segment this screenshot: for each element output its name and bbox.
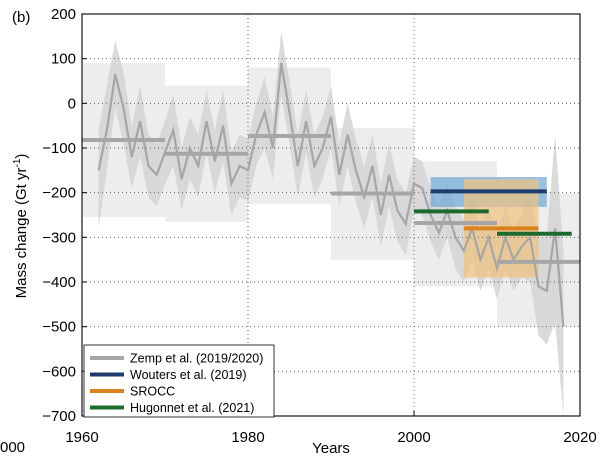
- y-axis-title-unit-exponent: -1: [12, 158, 23, 167]
- y-tick-label--500: −500: [42, 319, 76, 336]
- legend-label-2: SROCC: [130, 385, 175, 399]
- panel-label: (b): [12, 9, 30, 26]
- x-axis-title: Years: [312, 440, 350, 457]
- y-tick-label-200: 200: [51, 6, 76, 23]
- tick-labels: 200 100 0 −100 −200 −300 −400 −500 −600 −700 1960 1…: [42, 6, 596, 446]
- y-tick-label--600: −600: [42, 363, 76, 380]
- x-tick-label-2020: 2020: [563, 429, 596, 446]
- y-tick-label--200: −200: [42, 185, 76, 202]
- y-tick-label--100: −100: [42, 140, 76, 157]
- x-tick-label-1980: 1980: [231, 429, 264, 446]
- legend-label-3: Hugonnet et al. (2021): [130, 401, 254, 415]
- x-tick-label-1960: 1960: [65, 429, 98, 446]
- y-axis-title: Mass change (Gt yr-1): [12, 154, 30, 299]
- x-tick-label-2000: 2000: [397, 429, 430, 446]
- y-tick-label--400: −400: [42, 274, 76, 291]
- y-axis-title-close: ): [13, 154, 30, 159]
- annual-series-line: [97, 62, 565, 327]
- y-tick-label--300: −300: [42, 229, 76, 246]
- y-tick-label-0: 0: [68, 95, 76, 112]
- legend-label-0: Zemp et al. (2019/2020): [130, 352, 263, 366]
- series-lines: [82, 62, 580, 327]
- left-edge-tick-label: 000: [0, 439, 25, 456]
- legend: Zemp et al. (2019/2020) Wouters et al. (2…: [83, 344, 275, 418]
- y-tick-label--700: −700: [42, 408, 76, 425]
- plot-frame: [81, 13, 581, 417]
- y-axis-title-main: Mass change (Gt yr: [13, 168, 30, 299]
- legend-label-1: Wouters et al. (2019): [130, 368, 247, 382]
- y-tick-label-100: 100: [51, 51, 76, 68]
